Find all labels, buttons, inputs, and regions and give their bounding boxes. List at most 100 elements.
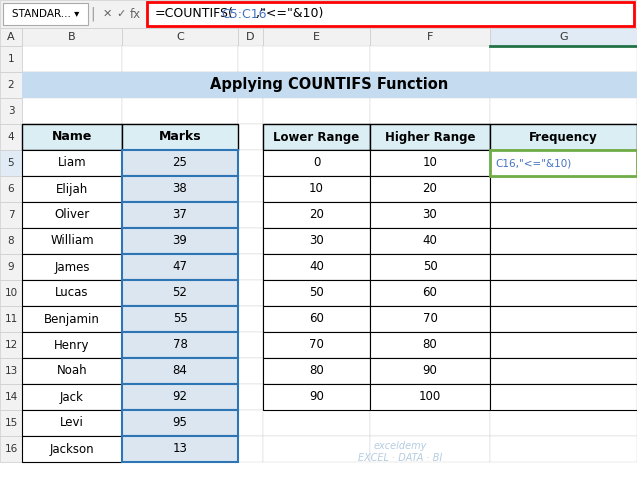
Bar [263, 410, 370, 436]
Bar [490, 306, 637, 332]
Bar [238, 358, 263, 384]
Text: 15: 15 [4, 418, 18, 428]
Bar [490, 150, 637, 176]
Bar [370, 306, 490, 332]
Bar [370, 280, 490, 306]
Text: 10: 10 [422, 156, 438, 169]
Bar [490, 98, 637, 124]
Bar [238, 28, 263, 46]
Text: B: B [68, 32, 76, 42]
Text: 40: 40 [309, 261, 324, 274]
Bar [238, 72, 263, 98]
Bar [370, 202, 490, 228]
Text: William: William [50, 235, 94, 247]
Text: ,"<="&10): ,"<="&10) [256, 7, 324, 20]
Bar [370, 410, 490, 436]
Bar [263, 150, 370, 176]
Bar [263, 124, 370, 150]
Text: Frequency: Frequency [529, 131, 598, 144]
Text: 13: 13 [173, 443, 187, 455]
Text: 40: 40 [422, 235, 438, 247]
Text: 25: 25 [173, 156, 187, 169]
Bar [22, 254, 122, 280]
Bar [122, 72, 238, 98]
Bar [263, 306, 370, 332]
Text: 5: 5 [8, 158, 14, 168]
Bar [263, 202, 370, 228]
Text: Jack: Jack [60, 391, 84, 404]
Text: exceldemy
EXCEL · DATA · BI: exceldemy EXCEL · DATA · BI [358, 441, 442, 463]
Text: F: F [427, 32, 433, 42]
Bar [490, 176, 637, 202]
Bar [263, 46, 370, 72]
Bar [370, 358, 490, 384]
Bar [490, 46, 637, 72]
Bar [263, 72, 370, 98]
Bar [0, 254, 22, 280]
Bar [490, 124, 637, 150]
Text: 2: 2 [8, 80, 14, 90]
Text: 90: 90 [422, 364, 438, 377]
Text: 20: 20 [422, 183, 438, 195]
Bar [490, 280, 637, 306]
Text: 95: 95 [173, 416, 187, 430]
Text: E: E [313, 32, 320, 42]
Bar [490, 280, 637, 306]
Bar [22, 228, 122, 254]
Bar [370, 150, 490, 176]
Bar [238, 150, 263, 176]
Text: 4: 4 [8, 132, 14, 142]
Bar [263, 228, 370, 254]
Bar [370, 436, 490, 462]
Text: G: G [559, 32, 568, 42]
Bar [490, 176, 637, 202]
Bar [0, 384, 22, 410]
Bar [122, 150, 238, 176]
Bar [490, 150, 637, 176]
Bar [122, 176, 238, 202]
Bar [22, 384, 122, 410]
Bar [370, 228, 490, 254]
Bar [3, 3, 88, 25]
Bar [238, 280, 263, 306]
Text: ✓: ✓ [117, 9, 125, 19]
Text: 3: 3 [8, 106, 14, 116]
Text: Noah: Noah [57, 364, 87, 377]
Bar [122, 306, 238, 332]
Bar [370, 72, 490, 98]
Text: 37: 37 [173, 208, 187, 222]
Bar [263, 280, 370, 306]
Text: 0: 0 [313, 156, 320, 169]
Bar [238, 124, 263, 150]
Text: 90: 90 [309, 391, 324, 404]
Text: 8: 8 [8, 236, 14, 246]
Text: 11: 11 [4, 314, 18, 324]
Text: Benjamin: Benjamin [44, 313, 100, 325]
Bar [0, 176, 22, 202]
Bar [122, 202, 238, 228]
Text: C: C [176, 32, 184, 42]
Bar [490, 358, 637, 384]
Bar [490, 306, 637, 332]
Bar [122, 436, 238, 462]
Bar [263, 358, 370, 384]
Bar [0, 150, 22, 176]
Text: Elijah: Elijah [56, 183, 88, 195]
Text: Applying COUNTIFS Function: Applying COUNTIFS Function [210, 77, 448, 93]
Bar [370, 332, 490, 358]
Bar [122, 202, 238, 228]
Bar [122, 384, 238, 410]
Text: C5:C16: C5:C16 [221, 7, 266, 20]
Bar [238, 228, 263, 254]
Bar [22, 332, 122, 358]
Bar [0, 98, 22, 124]
Text: Lower Range: Lower Range [273, 131, 360, 144]
Bar [238, 410, 263, 436]
Bar [22, 358, 122, 384]
Bar [490, 228, 637, 254]
Text: 10: 10 [309, 183, 324, 195]
Bar [490, 436, 637, 462]
Bar [263, 254, 370, 280]
Text: 1: 1 [8, 54, 14, 64]
Bar [122, 332, 238, 358]
